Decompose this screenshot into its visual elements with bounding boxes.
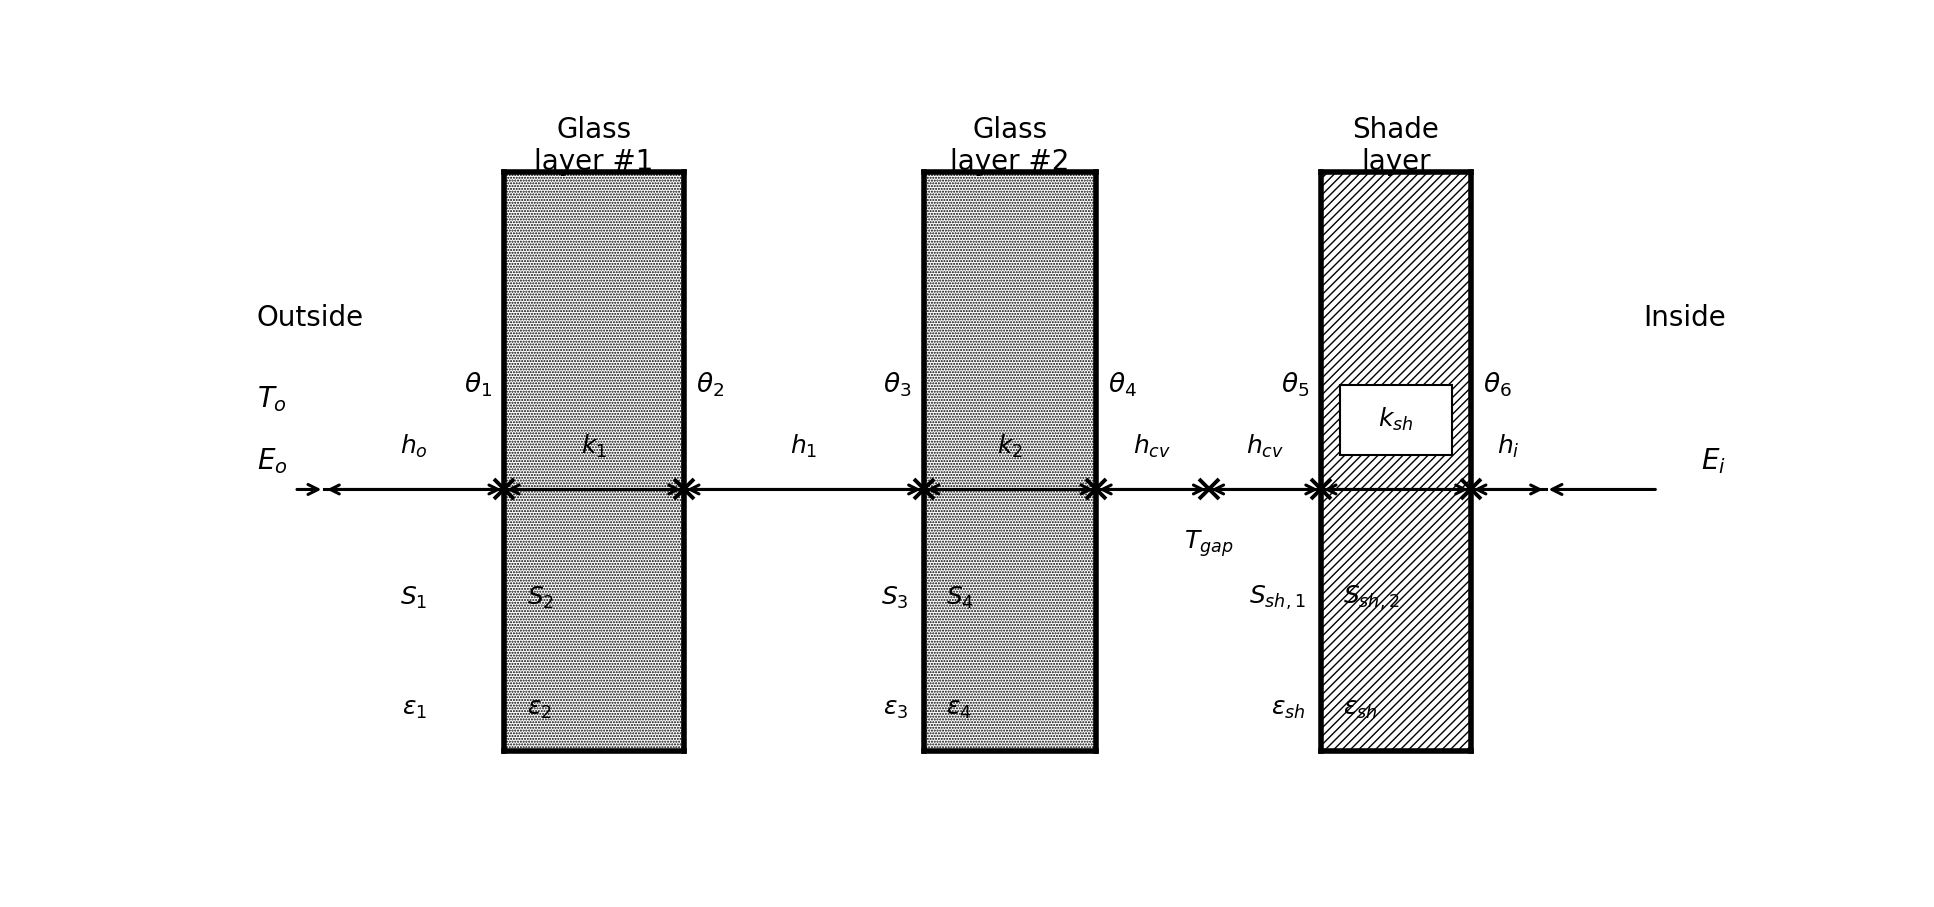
Text: $\boldsymbol{\theta_3}$: $\boldsymbol{\theta_3}$ xyxy=(884,370,911,399)
Text: $E_o$: $E_o$ xyxy=(257,446,288,476)
Text: $\boldsymbol{k_2}$: $\boldsymbol{k_2}$ xyxy=(998,433,1023,460)
Text: $\boldsymbol{S_3}$: $\boldsymbol{S_3}$ xyxy=(882,585,909,610)
Text: $\boldsymbol{h_i}$: $\boldsymbol{h_i}$ xyxy=(1497,433,1520,460)
Text: Glass
layer #1: Glass layer #1 xyxy=(534,116,654,176)
Text: $\boldsymbol{\varepsilon_{sh}}$: $\boldsymbol{\varepsilon_{sh}}$ xyxy=(1344,697,1377,721)
Text: $\boldsymbol{\varepsilon_1}$: $\boldsymbol{\varepsilon_1}$ xyxy=(402,697,427,721)
Text: Inside: Inside xyxy=(1642,305,1725,332)
Text: $\boldsymbol{\theta_4}$: $\boldsymbol{\theta_4}$ xyxy=(1108,370,1137,399)
Text: Glass
layer #2: Glass layer #2 xyxy=(950,116,1070,176)
Bar xyxy=(1321,171,1472,751)
Text: $\boldsymbol{S_{sh,2}}$: $\boldsymbol{S_{sh,2}}$ xyxy=(1344,584,1400,611)
Bar xyxy=(1340,385,1452,454)
Text: Outside: Outside xyxy=(257,305,364,332)
Text: $\boldsymbol{h_{cv}}$: $\boldsymbol{h_{cv}}$ xyxy=(1133,433,1172,460)
Bar xyxy=(505,171,685,751)
Text: $\boldsymbol{\varepsilon_4}$: $\boldsymbol{\varepsilon_4}$ xyxy=(946,697,971,721)
Text: $\boldsymbol{S_{sh,1}}$: $\boldsymbol{S_{sh,1}}$ xyxy=(1249,584,1305,611)
Text: $\boldsymbol{S_4}$: $\boldsymbol{S_4}$ xyxy=(946,585,975,610)
Text: $\boldsymbol{h_o}$: $\boldsymbol{h_o}$ xyxy=(400,433,427,460)
Text: $E_i$: $E_i$ xyxy=(1700,446,1725,476)
Text: $\boldsymbol{S_1}$: $\boldsymbol{S_1}$ xyxy=(400,585,427,610)
Text: $\boldsymbol{\theta_6}$: $\boldsymbol{\theta_6}$ xyxy=(1483,370,1512,399)
Text: $\boldsymbol{h_{cv}}$: $\boldsymbol{h_{cv}}$ xyxy=(1245,433,1284,460)
Text: $\boldsymbol{\varepsilon_3}$: $\boldsymbol{\varepsilon_3}$ xyxy=(884,697,909,721)
Bar xyxy=(924,171,1097,751)
Text: $\boldsymbol{T_{gap}}$: $\boldsymbol{T_{gap}}$ xyxy=(1184,528,1234,559)
Text: $\boldsymbol{S_2}$: $\boldsymbol{S_2}$ xyxy=(526,585,553,610)
Text: $\boldsymbol{k_1}$: $\boldsymbol{k_1}$ xyxy=(580,433,607,460)
Text: $\boldsymbol{\theta_5}$: $\boldsymbol{\theta_5}$ xyxy=(1280,370,1309,399)
Text: $\boldsymbol{h_1}$: $\boldsymbol{h_1}$ xyxy=(791,433,818,460)
Text: $\boldsymbol{k_{sh}}$: $\boldsymbol{k_{sh}}$ xyxy=(1379,406,1414,434)
Text: $\boldsymbol{\varepsilon_{sh}}$: $\boldsymbol{\varepsilon_{sh}}$ xyxy=(1271,697,1305,721)
Text: $\boldsymbol{\theta_1}$: $\boldsymbol{\theta_1}$ xyxy=(464,370,491,399)
Text: $T_o$: $T_o$ xyxy=(257,384,286,414)
Text: Shade
layer: Shade layer xyxy=(1352,116,1439,176)
Text: $\boldsymbol{\theta_2}$: $\boldsymbol{\theta_2}$ xyxy=(696,370,723,399)
Text: $\boldsymbol{\varepsilon_2}$: $\boldsymbol{\varepsilon_2}$ xyxy=(526,697,551,721)
